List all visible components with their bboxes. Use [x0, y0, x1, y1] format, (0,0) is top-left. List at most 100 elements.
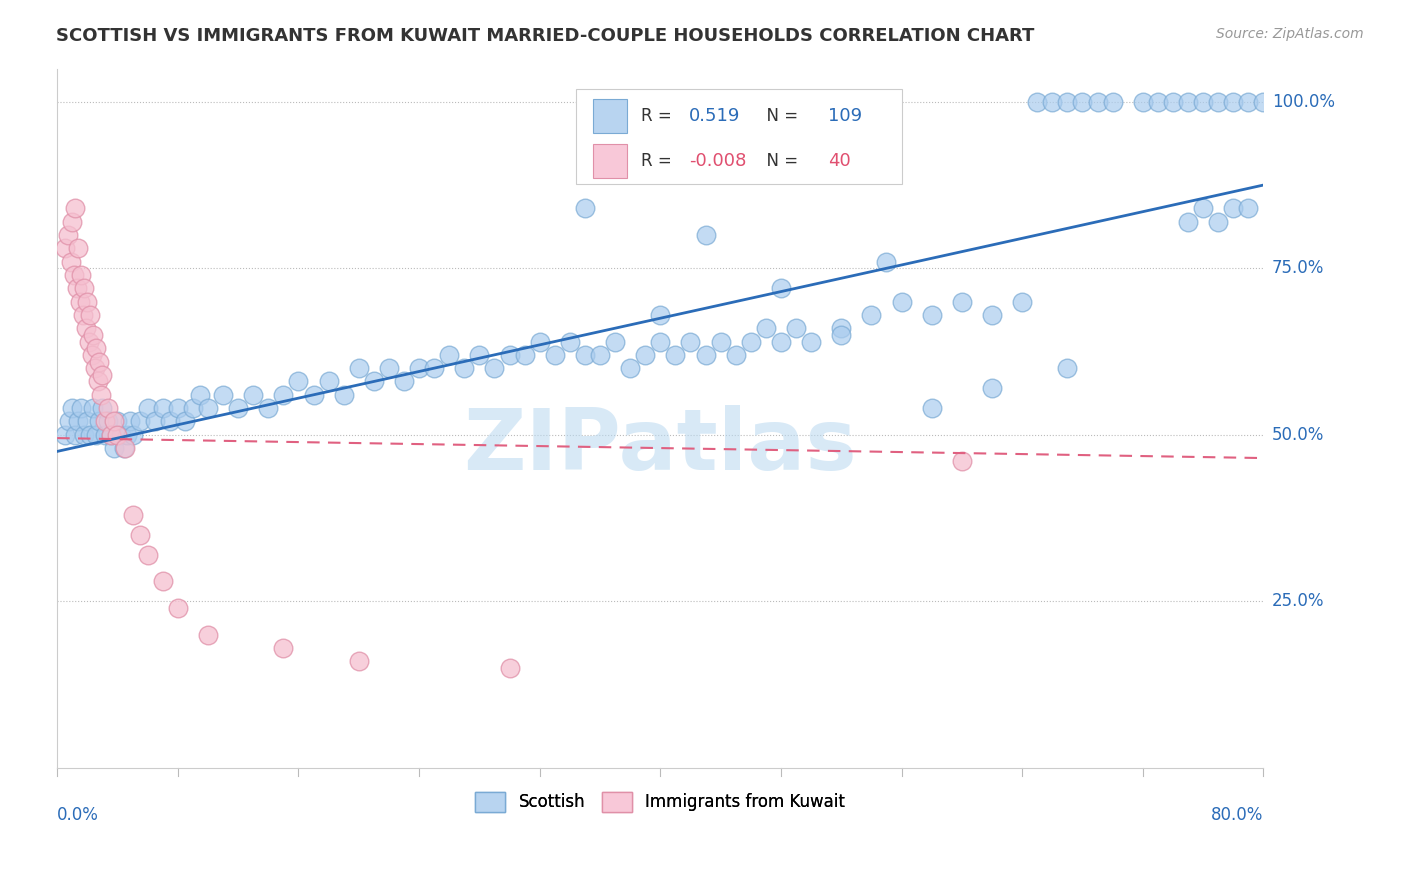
Point	[152, 401, 174, 416]
Point	[107, 427, 129, 442]
Text: SCOTTISH VS IMMIGRANTS FROM KUWAIT MARRIED-COUPLE HOUSEHOLDS CORRELATION CHART: SCOTTISH VS IMMIGRANTS FROM KUWAIT MARRI…	[56, 27, 1035, 45]
Point	[66, 281, 89, 295]
Point	[574, 202, 596, 216]
Point	[392, 375, 415, 389]
Point	[740, 334, 762, 349]
Point	[1161, 95, 1184, 109]
Point	[1222, 202, 1244, 216]
Point	[56, 227, 79, 242]
Point	[83, 361, 105, 376]
Point	[378, 361, 401, 376]
Point	[769, 281, 792, 295]
Point	[1056, 95, 1078, 109]
Point	[94, 427, 117, 442]
Point	[1177, 95, 1199, 109]
Point	[710, 334, 733, 349]
Point	[603, 334, 626, 349]
Point	[981, 381, 1004, 395]
Point	[100, 427, 122, 442]
FancyBboxPatch shape	[593, 145, 627, 178]
Text: 40: 40	[828, 153, 851, 170]
Point	[75, 321, 97, 335]
Point	[58, 414, 80, 428]
Point	[60, 215, 83, 229]
Point	[90, 388, 112, 402]
Point	[62, 268, 84, 282]
Point	[166, 600, 188, 615]
Text: 0.0%: 0.0%	[58, 806, 98, 824]
Point	[1040, 95, 1063, 109]
Point	[174, 414, 197, 428]
Point	[70, 268, 93, 282]
Point	[1206, 215, 1229, 229]
Text: 0.519: 0.519	[689, 107, 741, 125]
Point	[650, 308, 672, 322]
Point	[695, 348, 717, 362]
Point	[70, 401, 93, 416]
Point	[80, 348, 103, 362]
Point	[110, 427, 132, 442]
Text: Source: ZipAtlas.com: Source: ZipAtlas.com	[1216, 27, 1364, 41]
Point	[347, 654, 370, 668]
Point	[190, 388, 212, 402]
Point	[950, 294, 973, 309]
Point	[112, 441, 135, 455]
Point	[273, 640, 295, 655]
Point	[875, 254, 897, 268]
Point	[1056, 361, 1078, 376]
Point	[453, 361, 475, 376]
Point	[800, 334, 823, 349]
Point	[558, 334, 581, 349]
Point	[76, 414, 98, 428]
Point	[89, 354, 111, 368]
FancyBboxPatch shape	[576, 89, 901, 184]
Point	[59, 254, 82, 268]
Text: 100.0%: 100.0%	[1272, 93, 1334, 111]
Point	[118, 414, 141, 428]
Point	[423, 361, 446, 376]
Point	[89, 414, 111, 428]
Point	[181, 401, 204, 416]
Point	[1087, 95, 1109, 109]
Point	[94, 414, 117, 428]
Text: N =: N =	[755, 107, 803, 125]
Point	[1222, 95, 1244, 109]
Point	[136, 401, 159, 416]
Point	[769, 334, 792, 349]
Point	[79, 308, 101, 322]
Point	[830, 327, 852, 342]
Point	[1237, 95, 1260, 109]
Text: 25.0%: 25.0%	[1272, 592, 1324, 610]
Point	[86, 427, 108, 442]
Point	[1011, 294, 1033, 309]
Point	[302, 388, 325, 402]
Text: N =: N =	[755, 153, 803, 170]
Point	[1253, 95, 1275, 109]
Point	[1206, 95, 1229, 109]
Point	[103, 414, 125, 428]
Point	[121, 427, 143, 442]
Point	[287, 375, 309, 389]
Point	[468, 348, 491, 362]
Point	[97, 414, 120, 428]
Point	[67, 414, 90, 428]
Point	[86, 341, 108, 355]
Point	[97, 401, 120, 416]
Point	[60, 401, 83, 416]
Point	[679, 334, 702, 349]
Point	[755, 321, 778, 335]
Point	[82, 327, 104, 342]
Point	[332, 388, 354, 402]
Point	[129, 414, 152, 428]
Text: 50.0%: 50.0%	[1272, 425, 1324, 443]
Point	[65, 202, 87, 216]
Point	[363, 375, 385, 389]
Point	[87, 375, 110, 389]
Point	[115, 427, 138, 442]
Legend: Scottish, Immigrants from Kuwait: Scottish, Immigrants from Kuwait	[468, 785, 852, 819]
Point	[921, 308, 943, 322]
Point	[513, 348, 536, 362]
Point	[650, 334, 672, 349]
Point	[921, 401, 943, 416]
Point	[65, 427, 87, 442]
